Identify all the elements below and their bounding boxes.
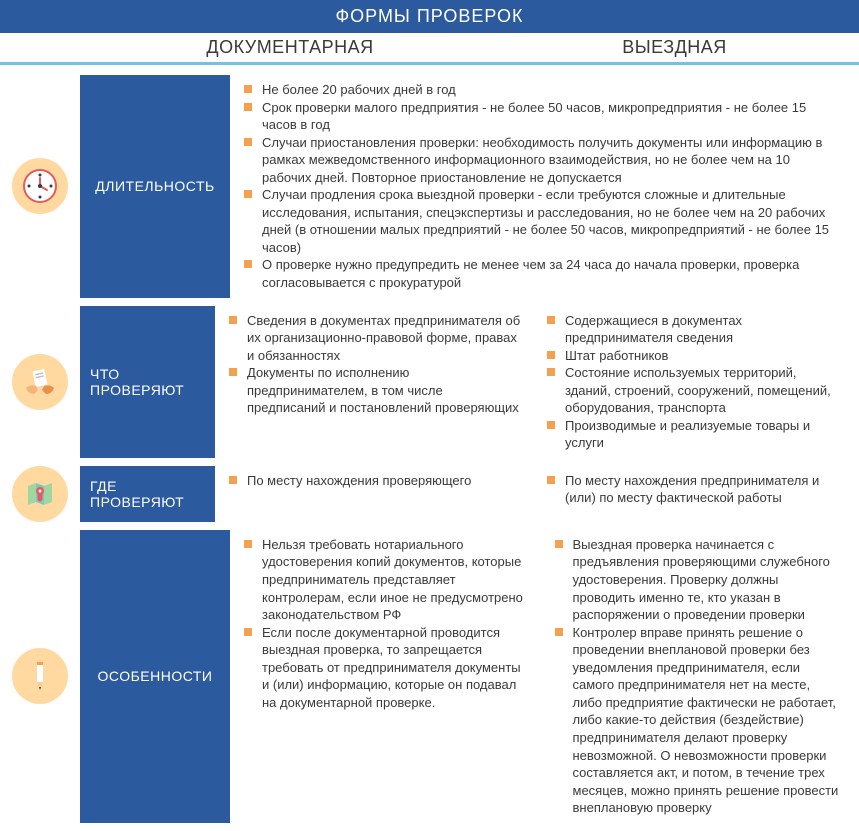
content-split: По месту нахождения проверяющего По месту…	[215, 466, 851, 522]
col-doc: ДОКУМЕНТАРНАЯ	[90, 33, 490, 62]
map-icon	[12, 466, 68, 522]
clock-icon	[12, 158, 68, 214]
rows-container: ДЛИТЕЛЬНОСТЬНе более 20 рабочих дней в г…	[0, 65, 859, 823]
content-right: Выездная проверка начинается с предъявле…	[541, 530, 852, 823]
bullet-item: Штат работников	[547, 347, 841, 365]
bullet-item: Состояние используемых территорий, здани…	[547, 364, 841, 417]
row-label: ЧТО ПРОВЕРЯЮТ	[80, 306, 215, 458]
icon-col	[0, 530, 80, 823]
icon-col	[0, 466, 80, 522]
bullet-item: Содержащиеся в документах предпринимател…	[547, 312, 841, 347]
icon-col	[0, 306, 80, 458]
subheader-spacer	[0, 33, 90, 62]
bullet-item: О проверке нужно предупредить не менее ч…	[244, 256, 841, 291]
bullet-item: Выездная проверка начинается с предъявле…	[555, 536, 842, 624]
row-label: ГДЕ ПРОВЕРЯЮТ	[80, 466, 215, 522]
content-left: Нельзя требовать нотариального удостовер…	[230, 530, 541, 823]
bullet-item: Случаи продления срока выездной проверки…	[244, 186, 841, 256]
bullet-item: Если после документарной проводится выез…	[244, 624, 531, 712]
section-row: ОСОБЕННОСТИНельзя требовать нотариальног…	[0, 530, 851, 823]
section-row: ЧТО ПРОВЕРЯЮТ Сведения в документах предп…	[0, 306, 851, 458]
bullet-item: По месту нахождения предпринимателя и (и…	[547, 472, 841, 507]
content-right: По месту нахождения предпринимателя и (и…	[533, 466, 851, 522]
hands-icon	[12, 354, 68, 410]
main-title: ФОРМЫ ПРОВЕРОК	[0, 0, 859, 33]
content-right: Содержащиеся в документах предпринимател…	[533, 306, 851, 458]
icon-col	[0, 75, 80, 298]
section-row: ДЛИТЕЛЬНОСТЬНе более 20 рабочих дней в г…	[0, 75, 851, 298]
content-split: Нельзя требовать нотариального удостовер…	[230, 530, 851, 823]
bullet-item: Случаи приостановления проверки: необход…	[244, 134, 841, 187]
pencil-icon	[12, 648, 68, 704]
bullet-item: Производимые и реализуемые товары и услу…	[547, 417, 841, 452]
row-label: ОСОБЕННОСТИ	[80, 530, 230, 823]
bullet-item: По месту нахождения проверяющего	[229, 472, 523, 490]
content-left: Сведения в документах предпринимателя об…	[215, 306, 533, 458]
subheader: ДОКУМЕНТАРНАЯ ВЫЕЗДНАЯ	[0, 33, 859, 65]
bullet-item: Контролер вправе принять решение о прове…	[555, 624, 842, 817]
row-label: ДЛИТЕЛЬНОСТЬ	[80, 75, 230, 298]
section-row: ГДЕ ПРОВЕРЯЮТПо месту нахождения проверя…	[0, 466, 851, 522]
bullet-item: Сведения в документах предпринимателя об…	[229, 312, 523, 365]
bullet-item: Срок проверки малого предприятия - не бо…	[244, 99, 841, 134]
bullet-item: Нельзя требовать нотариального удостовер…	[244, 536, 531, 624]
content-left: По месту нахождения проверяющего	[215, 466, 533, 522]
content-single: Не более 20 рабочих дней в годСрок прове…	[230, 75, 851, 298]
content-split: Сведения в документах предпринимателя об…	[215, 306, 851, 458]
bullet-item: Документы по исполнению предпринимателем…	[229, 364, 523, 417]
col-onsite: ВЫЕЗДНАЯ	[490, 33, 859, 62]
bullet-item: Не более 20 рабочих дней в год	[244, 81, 841, 99]
